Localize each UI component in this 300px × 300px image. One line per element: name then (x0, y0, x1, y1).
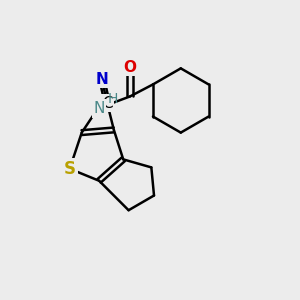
Text: N: N (94, 101, 105, 116)
Text: H: H (107, 92, 118, 106)
Text: N: N (95, 72, 108, 87)
Text: S: S (64, 160, 76, 178)
Text: C: C (102, 96, 112, 111)
Text: O: O (123, 59, 136, 74)
